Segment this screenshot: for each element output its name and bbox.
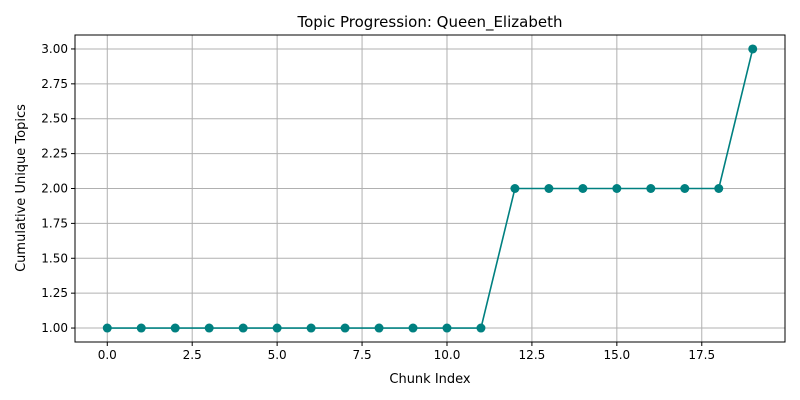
chart-title: Topic Progression: Queen_Elizabeth — [297, 13, 563, 32]
data-point — [476, 323, 486, 333]
axis-ticks: 0.0 2.5 5.0 7.5 10.0 12.5 15.0 17.5 1.00 1.25 1.50… — [41, 42, 715, 362]
data-point — [748, 44, 758, 54]
data-point — [680, 184, 690, 193]
series-line — [107, 48, 754, 329]
x-tick-label: 0.0 — [98, 348, 117, 362]
x-axis-label: Chunk Index — [389, 372, 471, 387]
data-point — [578, 184, 588, 193]
x-tick-label: 2.5 — [183, 348, 202, 362]
y-tick-label: 1.75 — [41, 216, 68, 230]
data-point — [510, 184, 520, 193]
data-point — [714, 184, 724, 193]
x-tick-label: 12.5 — [519, 348, 546, 362]
y-tick-label: 3.00 — [41, 42, 68, 56]
y-tick-label: 1.25 — [41, 286, 68, 300]
data-point — [170, 323, 180, 333]
y-tick-label: 2.25 — [41, 147, 68, 161]
data-point — [340, 323, 350, 333]
data-point — [374, 323, 384, 333]
x-tick-label: 10.0 — [434, 348, 461, 362]
y-tick-label: 2.75 — [41, 77, 68, 91]
data-point — [272, 323, 282, 333]
data-point — [238, 323, 248, 333]
data-point — [204, 323, 214, 333]
data-point — [646, 184, 656, 193]
x-tick-label: 15.0 — [603, 348, 630, 362]
data-point — [612, 184, 622, 193]
data-point — [544, 184, 554, 193]
y-tick-label: 1.00 — [41, 321, 68, 335]
y-tick-label: 2.50 — [41, 112, 68, 126]
data-point — [102, 323, 112, 333]
data-point — [408, 323, 418, 333]
x-tick-label: 7.5 — [353, 348, 372, 362]
data-point — [442, 323, 452, 333]
y-tick-label: 1.50 — [41, 251, 68, 265]
y-tick-label: 2.00 — [41, 182, 68, 196]
x-tick-label: 17.5 — [688, 348, 715, 362]
series — [102, 44, 758, 333]
x-tick-label: 5.0 — [268, 348, 287, 362]
data-point — [306, 323, 316, 333]
y-axis-label: Cumulative Unique Topics — [14, 104, 29, 272]
data-point — [136, 323, 146, 333]
